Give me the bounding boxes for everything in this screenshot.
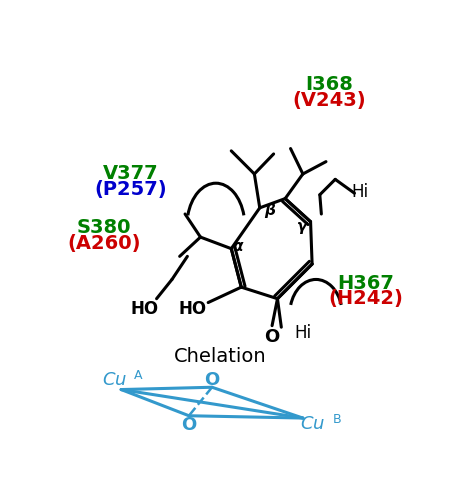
Text: $Cu$: $Cu$	[299, 415, 325, 433]
Text: $\boldsymbol{\beta}$: $\boldsymbol{\beta}$	[264, 202, 277, 220]
Text: (H242): (H242)	[329, 289, 404, 308]
Text: H367: H367	[338, 274, 394, 293]
Text: B: B	[333, 413, 341, 426]
Text: V377: V377	[103, 164, 159, 184]
Text: S380: S380	[77, 218, 131, 238]
Text: HO: HO	[179, 300, 207, 318]
Text: Chelation: Chelation	[173, 347, 266, 366]
Text: O: O	[264, 328, 280, 346]
Text: A: A	[134, 369, 142, 382]
Text: $\boldsymbol{\alpha}$: $\boldsymbol{\alpha}$	[232, 239, 244, 254]
Text: $\boldsymbol{\gamma}$: $\boldsymbol{\gamma}$	[296, 220, 309, 236]
Text: Hi: Hi	[351, 184, 369, 202]
Text: (A260): (A260)	[67, 234, 141, 253]
Text: (P257): (P257)	[95, 180, 167, 199]
Text: $Cu$: $Cu$	[102, 372, 127, 390]
Text: I368: I368	[305, 75, 353, 94]
Text: (V243): (V243)	[292, 90, 366, 110]
Text: HO: HO	[131, 300, 159, 318]
Text: O: O	[204, 370, 220, 388]
Text: Hi: Hi	[294, 324, 311, 342]
Text: O: O	[181, 416, 197, 434]
